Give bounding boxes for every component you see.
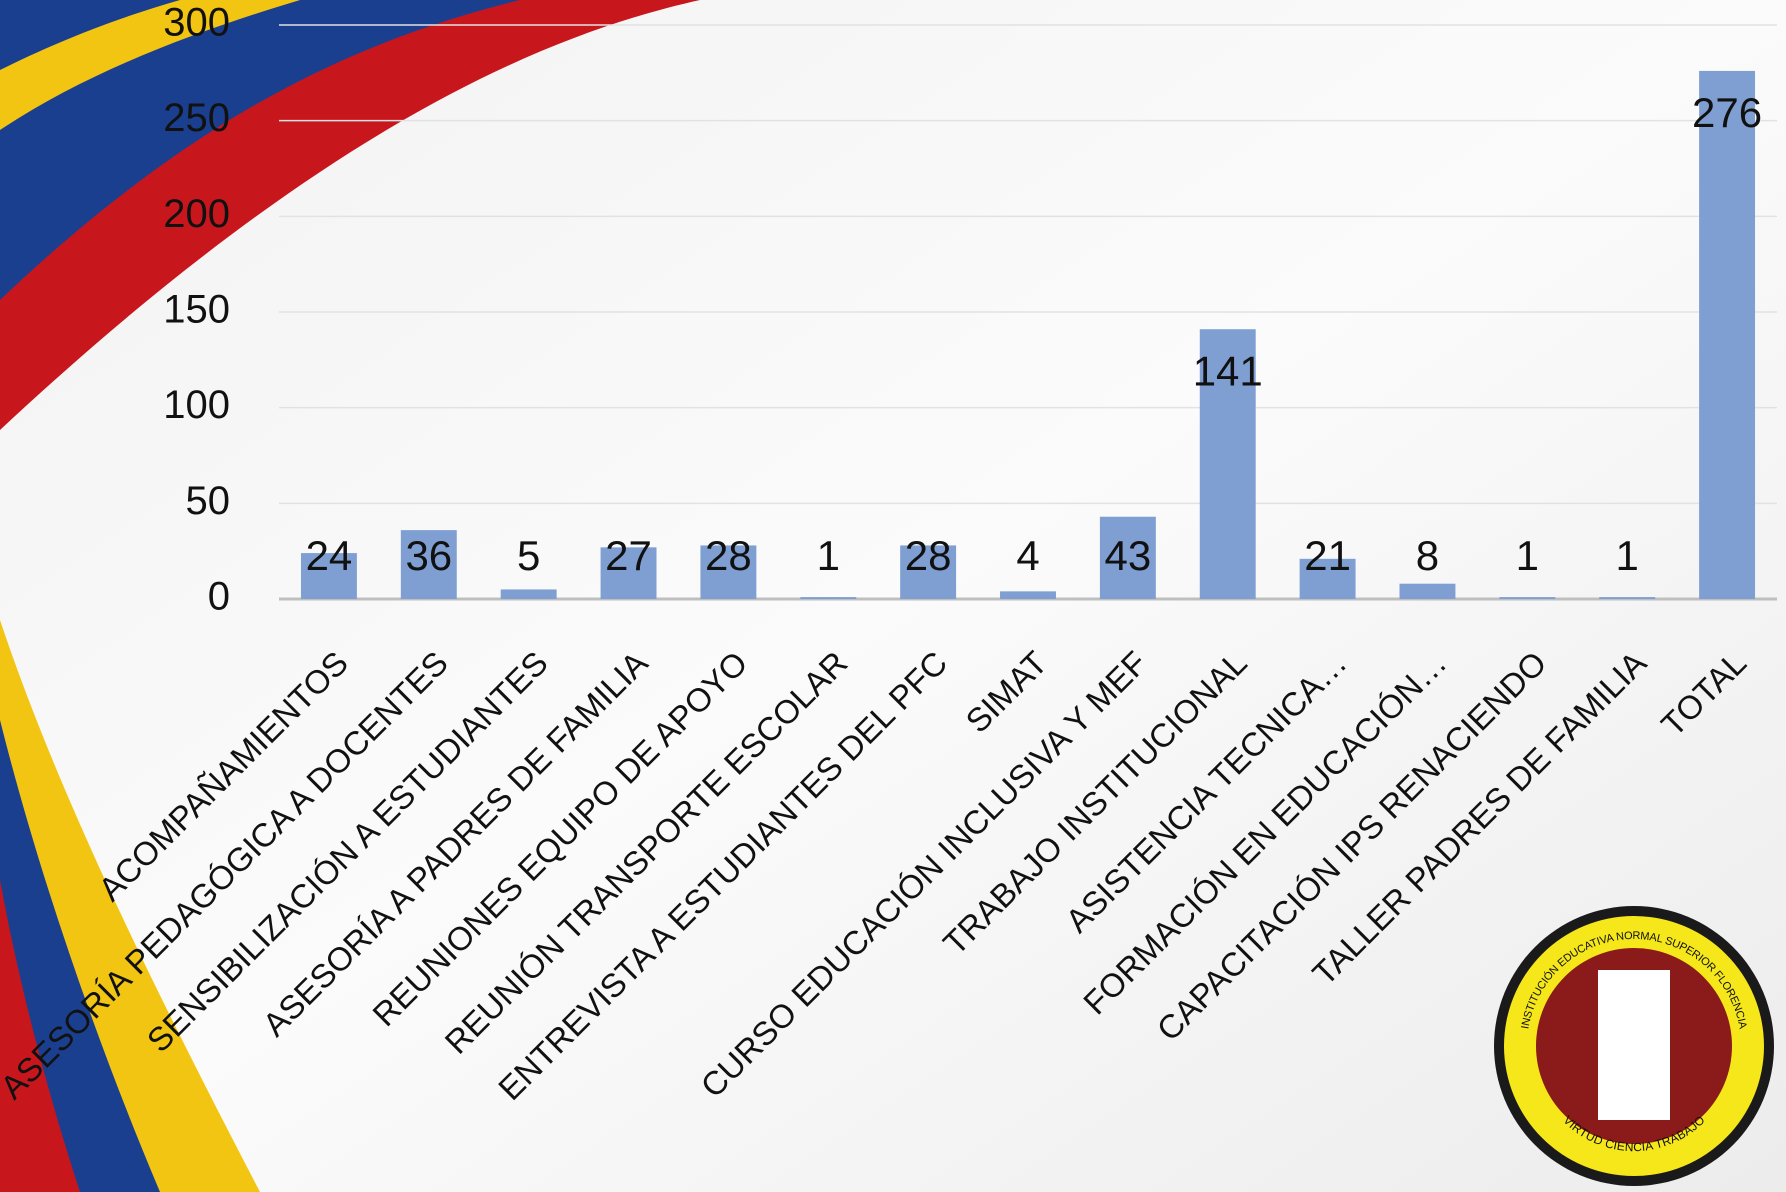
bar [900,545,957,599]
bar [1599,597,1656,599]
flag-ribbon-bottom [0,620,260,1192]
logo: INSTITUCIÓN EDUCATIVA NORMAL SUPERIOR FL… [1494,906,1774,1186]
y-tick-label: 150 [163,288,230,332]
value-label: 24 [306,532,353,579]
flag-ribbon-top [0,0,700,430]
y-tick-label: 200 [163,192,230,236]
value-label: 27 [605,532,652,579]
value-label: 1 [1616,532,1639,579]
value-label: 276 [1692,89,1762,136]
value-label: 1 [1516,532,1539,579]
bar [1699,70,1756,600]
bar [1499,597,1556,599]
value-label: 5 [517,532,540,579]
bar [1199,329,1256,599]
y-tick-label: 0 [208,575,230,619]
bar [1299,558,1356,599]
bar [1099,516,1156,599]
y-tick-label: 300 [163,1,230,45]
value-label: 8 [1416,532,1439,579]
bar [700,545,757,599]
bar [300,553,357,599]
y-tick-label: 250 [163,96,230,140]
bar [500,589,557,599]
value-label: 21 [1304,532,1351,579]
bar [1399,583,1456,599]
value-label: 1 [817,532,840,579]
y-tick-label: 50 [186,479,231,523]
value-label: 43 [1105,532,1152,579]
bar [1000,591,1056,599]
bar [400,530,457,599]
bar [600,547,657,599]
y-tick-label: 100 [163,383,230,427]
value-label: 36 [405,532,452,579]
bar [800,597,857,599]
value-label: 141 [1193,347,1263,394]
value-label: 28 [705,532,752,579]
value-label: 28 [905,532,952,579]
value-label: 4 [1016,532,1039,579]
